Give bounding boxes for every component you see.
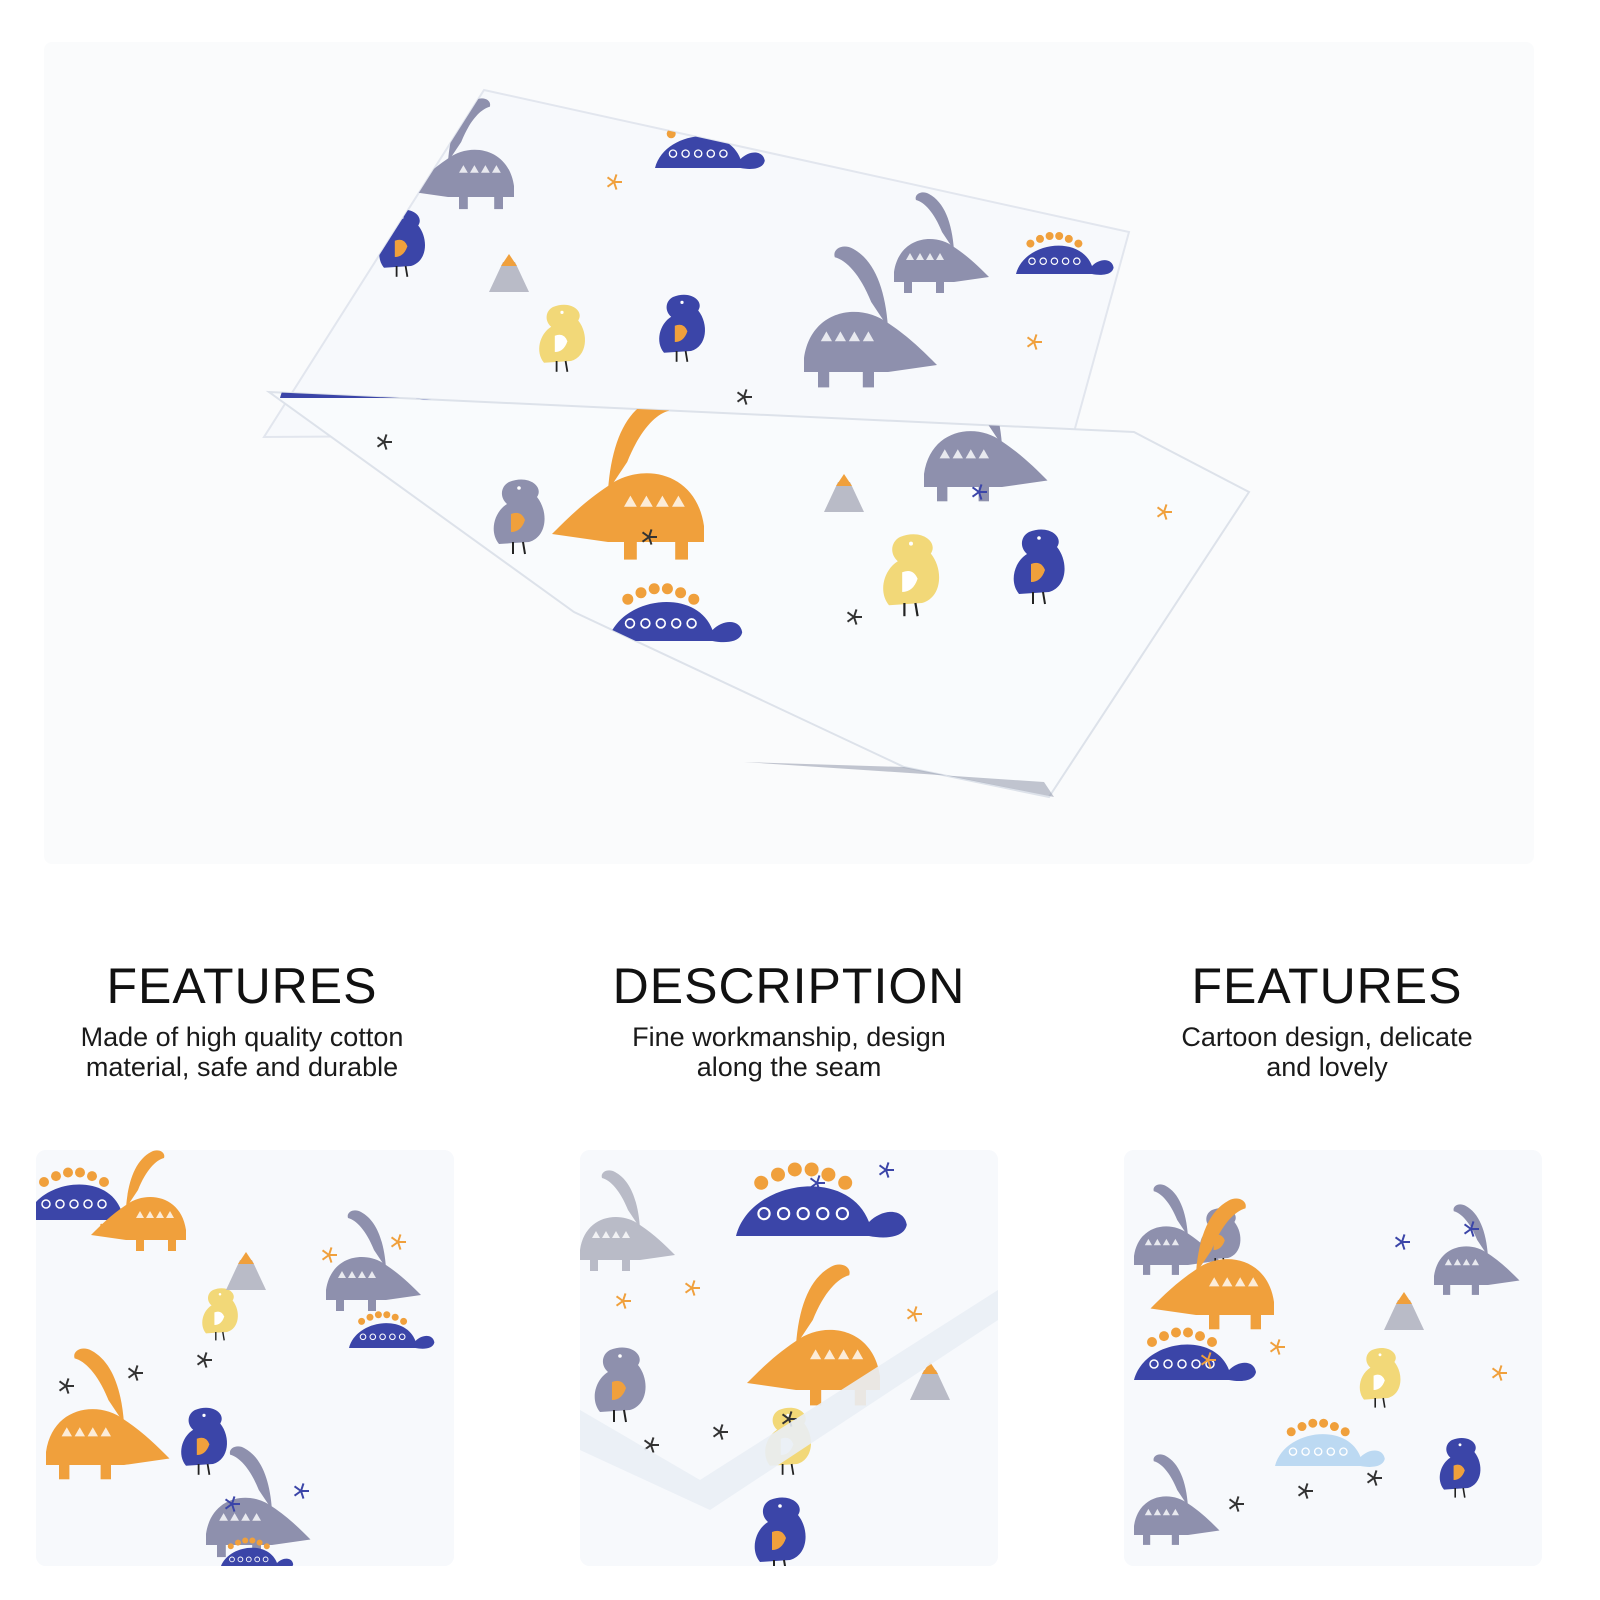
leaf-icon — [1269, 1339, 1285, 1355]
leaf-icon — [58, 1378, 74, 1394]
feature-title: FEATURES — [1191, 958, 1463, 1014]
trex-dino — [181, 1407, 228, 1475]
leaf-icon — [127, 1365, 143, 1381]
volcano-icon — [910, 1362, 950, 1400]
trex-dino — [883, 534, 940, 617]
feature-column-2: DESCRIPTION Fine workmanship, design alo… — [569, 958, 1009, 1082]
thumbnail-seam — [580, 1150, 998, 1566]
leaf-icon — [643, 1437, 659, 1453]
feature-text: Made of high quality cotton material, sa… — [80, 1022, 404, 1082]
volcano-icon — [489, 254, 529, 292]
leaf-icon — [615, 1293, 631, 1309]
stegosaurus-dino — [1134, 1327, 1256, 1382]
trex-dino — [1359, 1348, 1401, 1408]
dinosaur-pattern — [1124, 1150, 1542, 1566]
volcano-icon — [824, 474, 864, 512]
leaf-icon — [1228, 1496, 1244, 1512]
leaf-icon — [196, 1352, 212, 1368]
leaf-icon — [971, 484, 987, 500]
leaf-icon — [712, 1424, 728, 1440]
stegosaurus-dino — [1275, 1418, 1385, 1467]
leaf-icon — [684, 1280, 700, 1296]
leaf-icon — [1156, 504, 1172, 520]
leaf-icon — [224, 1496, 240, 1512]
leaf-icon — [293, 1483, 309, 1499]
leaf-icon — [321, 1247, 337, 1263]
stegosaurus-dino — [608, 583, 743, 643]
stegosaurus-dino — [349, 1311, 435, 1349]
dinosaur-pattern — [36, 1150, 454, 1566]
leaf-icon — [878, 1162, 894, 1178]
feature-title: FEATURES — [106, 958, 378, 1014]
leaf-icon — [1491, 1365, 1507, 1381]
trex-dino — [202, 1288, 238, 1341]
dinosaur-pattern — [580, 1150, 998, 1566]
feature-text: Cartoon design, delicate and lovely — [1181, 1022, 1473, 1082]
feature-column-3: FEATURES Cartoon design, delicate and lo… — [1107, 958, 1547, 1082]
stegosaurus-dino — [736, 1162, 907, 1238]
stegosaurus-dino — [221, 1537, 294, 1566]
leaf-icon — [781, 1411, 797, 1427]
fabric-illustration — [262, 88, 1251, 799]
long-neck-dino — [1434, 1204, 1520, 1295]
trex-dino — [1439, 1438, 1481, 1498]
long-neck-dino — [552, 398, 704, 560]
leaf-icon — [906, 1306, 922, 1322]
leaf-icon — [846, 609, 862, 625]
long-neck-dino — [1150, 1198, 1274, 1330]
long-neck-dino — [206, 1446, 311, 1558]
leaf-icon — [641, 529, 657, 545]
leaf-icon — [1026, 334, 1042, 350]
trex-dino — [539, 304, 586, 372]
feature-title: DESCRIPTION — [612, 958, 966, 1014]
leaf-icon — [1394, 1234, 1410, 1250]
leaf-icon — [390, 1234, 406, 1250]
long-neck-dino — [46, 1348, 170, 1480]
trex-dino — [659, 294, 706, 362]
trex-dino — [754, 1497, 806, 1566]
hero-product-photo — [44, 42, 1534, 864]
volcano-icon — [1384, 1292, 1424, 1330]
leaf-icon — [1200, 1352, 1216, 1368]
leaf-icon — [1463, 1221, 1479, 1237]
volcano-icon — [226, 1252, 266, 1290]
leaf-icon — [99, 1221, 115, 1237]
long-neck-dino — [326, 1210, 421, 1311]
trex-dino — [493, 479, 545, 555]
trex-dino — [1013, 529, 1065, 605]
thumbnail-corner — [36, 1150, 454, 1566]
feature-text: Fine workmanship, design along the seam — [632, 1022, 946, 1082]
long-neck-dino — [409, 98, 514, 210]
leaf-icon — [736, 389, 752, 405]
leaf-icon — [1366, 1470, 1382, 1486]
long-neck-dino — [894, 192, 989, 293]
leaf-icon — [376, 434, 392, 450]
long-neck-dino — [924, 392, 1048, 502]
trex-dino — [594, 1347, 646, 1423]
stegosaurus-dino — [1016, 231, 1114, 275]
long-neck-dino — [1134, 1454, 1220, 1545]
long-neck-dino — [580, 1170, 675, 1271]
leaf-icon — [809, 1175, 825, 1191]
leaf-icon — [1297, 1483, 1313, 1499]
feature-column-1: FEATURES Made of high quality cotton mat… — [22, 958, 462, 1082]
thumbnail-pattern — [1124, 1150, 1542, 1566]
long-neck-dino — [804, 246, 937, 388]
leaf-icon — [606, 174, 622, 190]
